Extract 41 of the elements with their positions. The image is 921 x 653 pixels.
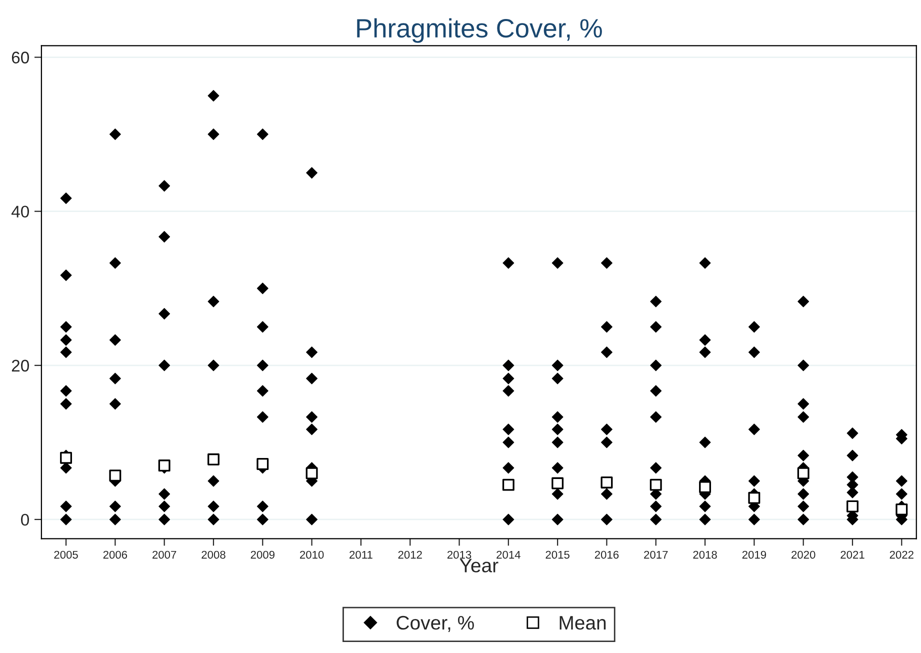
x-tick-label: 2010 xyxy=(300,550,324,559)
x-tick-label: 2016 xyxy=(594,550,619,559)
x-tick-label: 2018 xyxy=(693,550,717,559)
x-tick-label: 2017 xyxy=(644,550,668,559)
x-tick-label: 2005 xyxy=(54,550,78,559)
point xyxy=(650,478,662,491)
point xyxy=(109,470,122,482)
point xyxy=(158,460,170,472)
y-tick-label: 40 xyxy=(11,206,29,218)
x-tick-label: 2006 xyxy=(103,550,128,559)
x-tick-label: 2021 xyxy=(840,550,864,559)
x-tick-label: 2015 xyxy=(546,550,570,559)
legend-label: Cover, % xyxy=(396,616,474,632)
x-tick-label: 2022 xyxy=(890,550,914,559)
point xyxy=(208,453,220,466)
point xyxy=(552,477,564,490)
x-tick-label: 2007 xyxy=(152,550,176,559)
y-tick-label: 20 xyxy=(12,360,29,372)
point xyxy=(896,503,908,516)
x-tick-label: 2012 xyxy=(398,550,422,559)
chart-title: Phragmites Cover, % xyxy=(357,18,602,43)
point xyxy=(699,481,712,494)
x-tick-label: 2020 xyxy=(792,550,816,559)
x-axis-title: Year xyxy=(460,558,498,572)
point xyxy=(502,478,514,491)
x-tick-label: 2008 xyxy=(202,550,226,559)
x-tick-label: 2011 xyxy=(350,550,372,559)
point xyxy=(256,458,269,470)
legend-label: Mean xyxy=(560,616,606,630)
y-tick-label: 0 xyxy=(21,514,29,526)
x-tick-label: 2014 xyxy=(496,550,520,559)
y-tick-label: 60 xyxy=(12,52,29,64)
x-tick-label: 2019 xyxy=(742,550,766,559)
point xyxy=(846,500,858,512)
point xyxy=(60,452,72,464)
point xyxy=(600,476,613,488)
x-tick-label: 2013 xyxy=(447,550,472,559)
point xyxy=(797,467,810,480)
x-tick-label: 2009 xyxy=(250,550,274,559)
point xyxy=(748,492,760,504)
point xyxy=(306,467,318,480)
